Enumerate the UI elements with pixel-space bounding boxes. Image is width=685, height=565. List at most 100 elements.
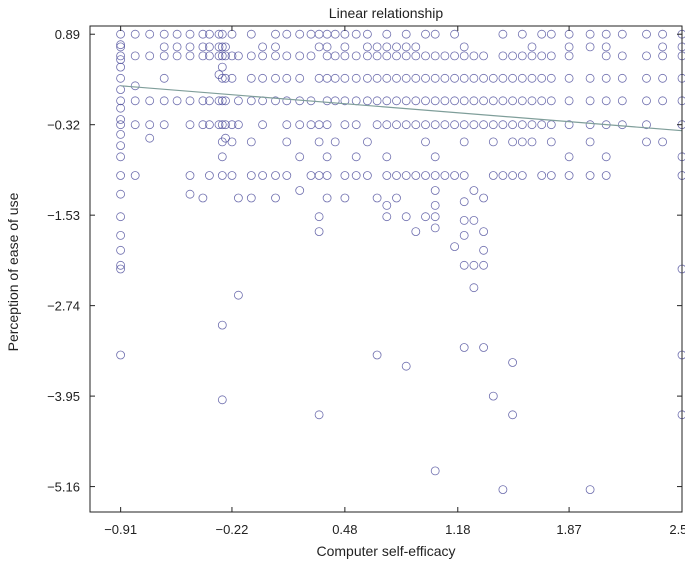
data-point: [330, 137, 340, 147]
data-point: [246, 29, 256, 39]
data-point: [116, 152, 125, 162]
data-point: [314, 171, 324, 180]
data-point: [459, 120, 469, 130]
data-point: [159, 120, 169, 130]
data-point: [246, 171, 256, 180]
data-point: [382, 120, 392, 130]
data-point: [382, 73, 392, 83]
data-point: [392, 42, 401, 52]
data-point: [198, 29, 208, 39]
data-point: [527, 96, 537, 106]
data-point: [401, 42, 411, 52]
data-point: [401, 212, 411, 222]
data-point: [450, 29, 460, 39]
data-point: [537, 73, 547, 83]
data-point: [282, 96, 292, 106]
data-point: [430, 120, 440, 130]
trend-line: [120, 85, 683, 132]
data-point: [459, 42, 469, 52]
data-point: [537, 120, 547, 130]
data-point: [198, 96, 208, 106]
data-point: [306, 120, 316, 130]
data-point: [469, 120, 479, 130]
data-point: [430, 200, 440, 210]
data-point: [330, 96, 340, 106]
data-point: [479, 193, 489, 203]
data-point: [130, 51, 140, 61]
data-point: [488, 391, 498, 401]
data-point: [214, 51, 224, 61]
data-point: [430, 212, 440, 222]
data-points: [116, 29, 685, 495]
data-point: [585, 42, 595, 52]
data-point: [322, 73, 332, 83]
data-point: [351, 171, 361, 180]
data-point: [116, 96, 125, 106]
data-point: [601, 73, 611, 83]
x-tick-label: 0.48: [332, 522, 357, 537]
data-point: [517, 51, 527, 61]
data-point: [440, 171, 450, 180]
data-point: [642, 120, 651, 130]
data-point: [340, 51, 350, 61]
data-point: [372, 42, 382, 52]
y-tick-label: 0.89: [55, 27, 80, 42]
data-point: [130, 81, 140, 91]
data-point: [508, 410, 517, 420]
data-point: [214, 42, 224, 52]
data-point: [498, 73, 508, 83]
data-point: [116, 245, 125, 255]
data-point: [421, 73, 430, 83]
data-point: [116, 40, 125, 50]
y-tick-label: −3.95: [47, 389, 80, 404]
data-point: [382, 51, 392, 61]
data-point: [295, 120, 305, 130]
data-point: [204, 120, 214, 130]
data-point: [479, 260, 489, 270]
data-point: [642, 73, 651, 83]
data-point: [214, 120, 224, 130]
data-point: [450, 120, 460, 130]
data-point: [459, 230, 469, 240]
data-point: [185, 189, 195, 199]
data-point: [145, 96, 155, 106]
data-point: [116, 264, 125, 274]
data-point: [488, 96, 498, 106]
data-point: [116, 62, 125, 72]
data-point: [116, 260, 125, 270]
data-point: [306, 171, 316, 180]
data-point: [546, 29, 556, 39]
data-point: [469, 215, 479, 225]
data-point: [221, 133, 230, 143]
data-point: [306, 29, 316, 39]
data-point: [430, 29, 440, 39]
data-point: [508, 358, 517, 367]
data-point: [411, 227, 421, 237]
x-axis-label: Computer self-efficacy: [316, 543, 455, 559]
data-point: [330, 73, 340, 83]
data-point: [430, 152, 440, 162]
data-point: [392, 193, 401, 203]
data-point: [601, 152, 611, 162]
data-point: [585, 120, 595, 130]
data-point: [116, 189, 125, 199]
data-point: [459, 96, 469, 106]
data-point: [198, 42, 208, 52]
data-point: [233, 120, 243, 130]
data-point: [508, 171, 517, 180]
data-point: [185, 42, 195, 52]
data-point: [450, 73, 460, 83]
data-point: [233, 193, 243, 203]
data-point: [271, 171, 280, 180]
data-point: [362, 73, 372, 83]
data-point: [601, 171, 611, 180]
data-point: [198, 120, 208, 130]
data-point: [282, 137, 292, 147]
data-point: [658, 96, 667, 106]
data-point: [564, 42, 574, 52]
data-point: [204, 29, 214, 39]
data-point: [282, 51, 292, 61]
data-point: [508, 137, 517, 147]
data-point: [546, 120, 556, 130]
data-point: [601, 29, 611, 39]
